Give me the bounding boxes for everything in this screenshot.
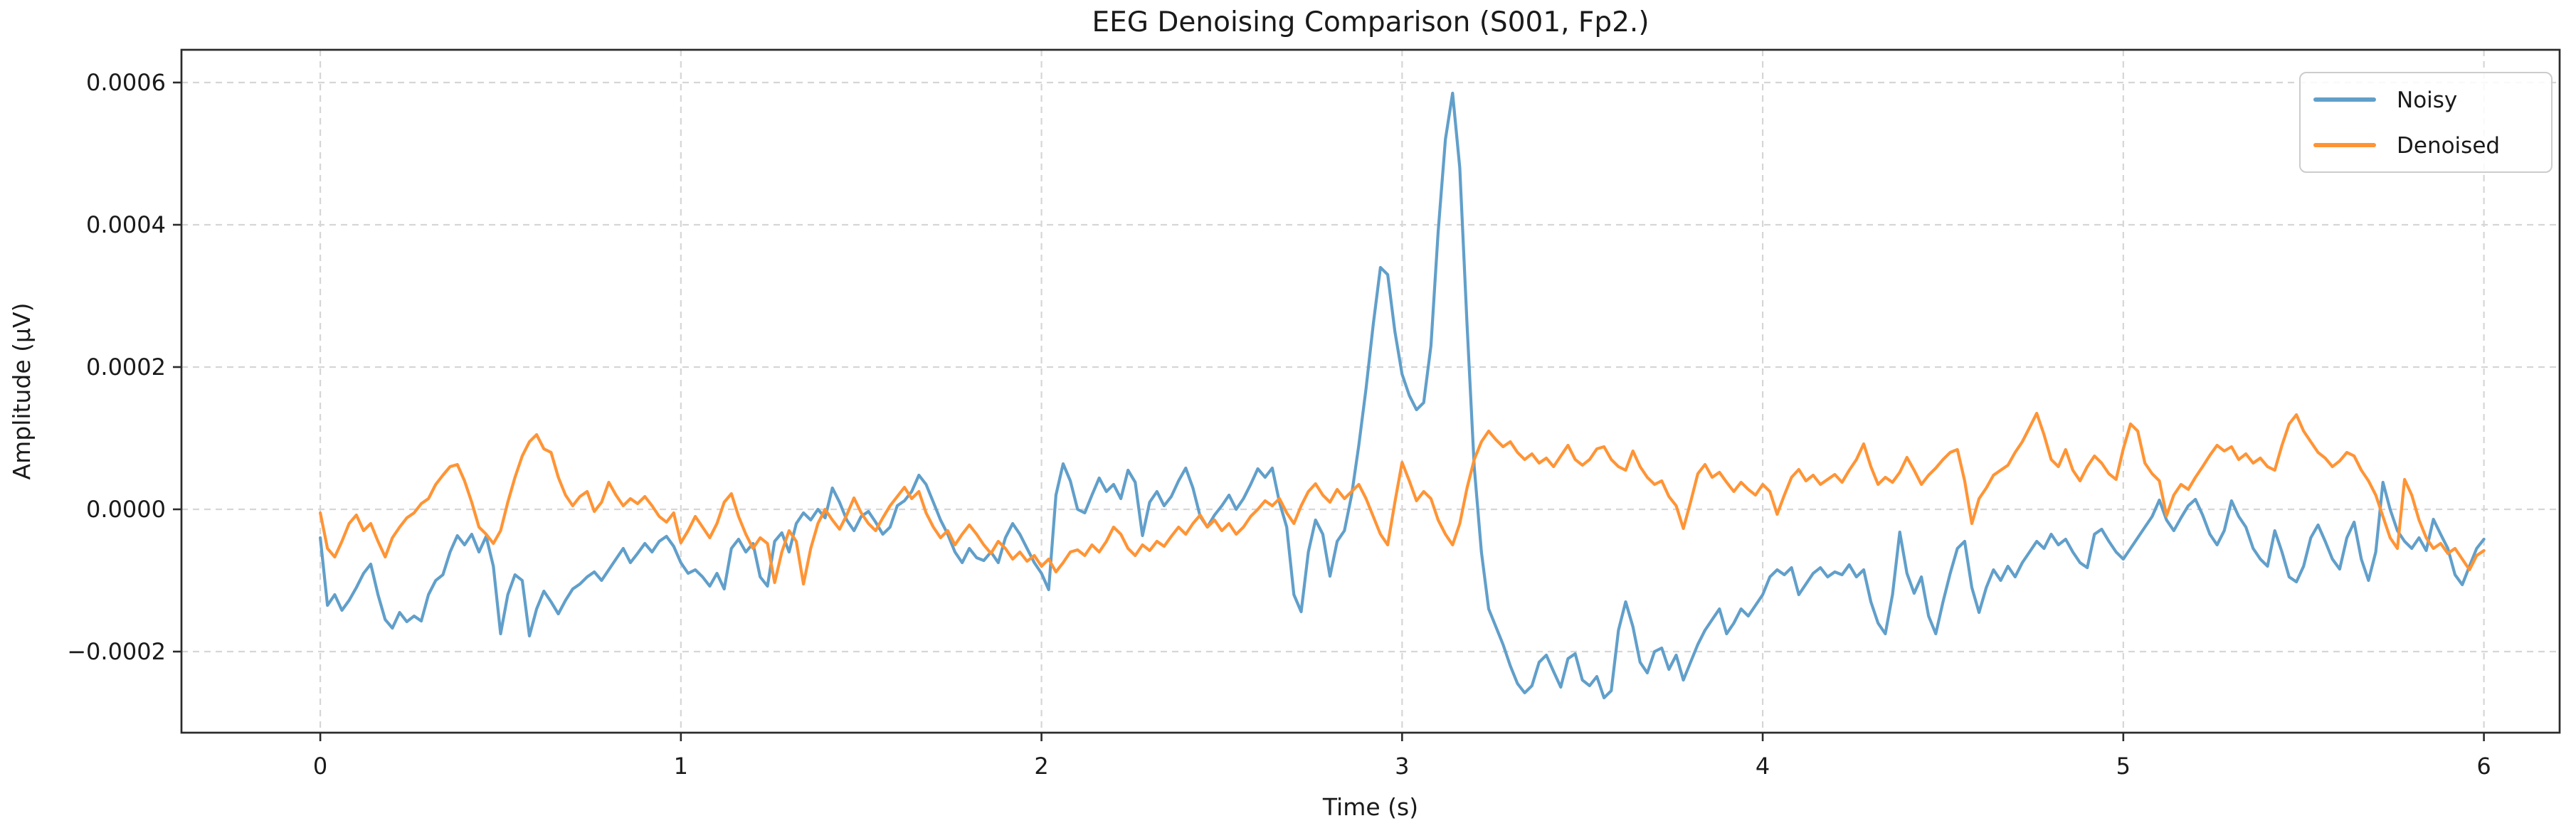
x-tick-label: 1	[674, 753, 688, 780]
grid-layer	[181, 50, 2560, 733]
x-tick-label: 5	[2116, 753, 2131, 780]
y-axis-label: Amplitude (μV)	[8, 303, 36, 480]
y-tick-label: 0.0000	[86, 496, 166, 523]
x-tick-label: 6	[2476, 753, 2491, 780]
legend: Noisy Denoised	[2299, 72, 2553, 173]
plot-frame	[180, 48, 2561, 734]
chart-title: EEG Denoising Comparison (S001, Fp2.)	[1092, 6, 1649, 38]
y-tick-label: −0.0002	[67, 638, 166, 665]
x-tick-label: 2	[1034, 753, 1048, 780]
legend-label-denoised: Denoised	[2397, 133, 2500, 159]
series-noisy-line	[319, 91, 2486, 700]
series-layer	[319, 91, 2486, 700]
axes-spines	[180, 48, 2561, 734]
y-tick-label: 0.0004	[86, 211, 166, 238]
x-tick-label: 0	[313, 753, 327, 780]
y-tick-label: 0.0006	[86, 69, 166, 96]
tick-layer: 0 1 2 3 4 5 6 −0.0002 0.0000 0.0002 0.0004 0.0006	[67, 69, 2491, 780]
x-axis-label: Time (s)	[1322, 793, 1418, 821]
series-denoised-line	[319, 411, 2486, 586]
x-tick-label: 3	[1395, 753, 1409, 780]
y-tick-label: 0.0002	[86, 354, 166, 381]
legend-label-noisy: Noisy	[2397, 87, 2457, 113]
x-tick-label: 4	[1756, 753, 1770, 780]
